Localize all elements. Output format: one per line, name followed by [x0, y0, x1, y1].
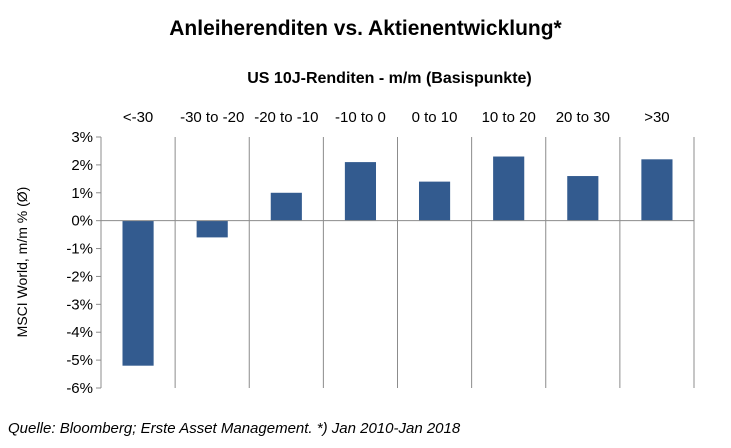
y-tick-label: -5% — [66, 352, 93, 369]
bar — [567, 176, 599, 221]
bar — [270, 192, 302, 221]
y-tick-label: -4% — [66, 324, 93, 341]
x-tick-label: 0 to 10 — [412, 109, 458, 126]
source-note: Quelle: Bloomberg; Erste Asset Managemen… — [8, 420, 461, 437]
x-tick-label: >30 — [644, 109, 669, 126]
x-tick-label: -20 to -10 — [254, 109, 318, 126]
bar — [196, 220, 228, 238]
x-tick-label: 10 to 20 — [482, 109, 536, 126]
y-tick-label: -6% — [66, 380, 93, 397]
chart-title: Anleiherenditen vs. Aktienentwicklung* — [169, 17, 562, 40]
bar — [122, 220, 154, 366]
y-tick-label: -3% — [66, 296, 93, 313]
bar — [493, 156, 525, 221]
x-tick-label: -30 to -20 — [180, 109, 244, 126]
y-tick-label: 0% — [71, 213, 93, 230]
x-tick-label: 20 to 30 — [556, 109, 610, 126]
x-tick-label: <-30 — [123, 109, 153, 126]
bar — [344, 162, 377, 221]
x-tick-label: -10 to 0 — [335, 109, 386, 126]
y-tick-label: 1% — [71, 185, 93, 202]
bar — [641, 159, 673, 221]
y-tick-label: -2% — [66, 268, 93, 285]
x-axis-title: US 10J-Renditen - m/m (Basispunkte) — [247, 70, 532, 87]
y-tick-label: -1% — [66, 241, 93, 258]
y-tick-label: 3% — [71, 129, 93, 146]
y-tick-label: 2% — [71, 157, 93, 174]
bar — [418, 181, 451, 221]
